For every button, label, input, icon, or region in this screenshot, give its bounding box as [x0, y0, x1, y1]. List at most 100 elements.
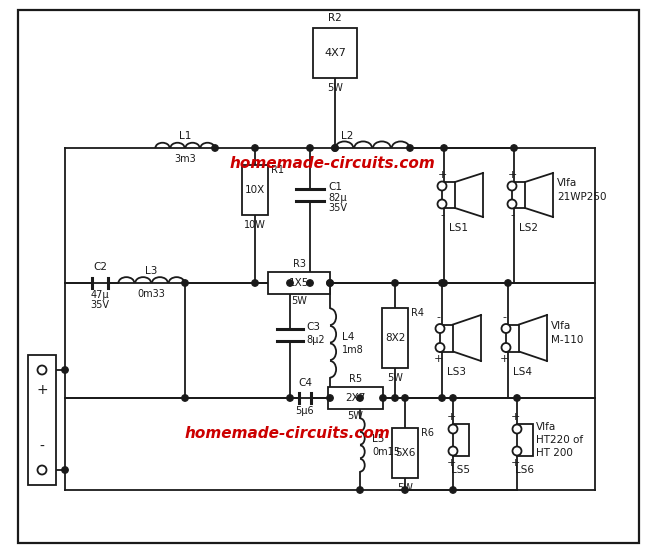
Bar	[506, 325, 519, 352]
Text: -: -	[39, 440, 45, 454]
Text: +: +	[434, 353, 443, 363]
Text: 4Χ7: 4Χ7	[324, 48, 346, 58]
Text: +: +	[510, 412, 520, 422]
Circle shape	[287, 395, 293, 401]
Bar	[440, 325, 453, 352]
Circle shape	[436, 324, 445, 333]
Text: 3m3: 3m3	[174, 154, 196, 164]
Text: L3: L3	[145, 266, 158, 276]
Bar	[28, 355, 56, 485]
Text: L5: L5	[372, 434, 384, 444]
Circle shape	[182, 280, 188, 286]
Text: 1Χ5: 1Χ5	[289, 278, 309, 288]
Circle shape	[392, 395, 398, 401]
Text: 5Χ6: 5Χ6	[395, 448, 415, 458]
Circle shape	[380, 395, 386, 401]
Circle shape	[62, 367, 68, 373]
Text: HT 200: HT 200	[536, 448, 573, 458]
Text: C1: C1	[328, 182, 342, 192]
Circle shape	[438, 181, 447, 190]
Text: 0m33: 0m33	[137, 289, 166, 299]
Bar	[517, 424, 533, 456]
Circle shape	[449, 446, 457, 456]
Text: R3: R3	[292, 259, 306, 269]
Circle shape	[514, 395, 520, 401]
Text: 0m15: 0m15	[372, 447, 400, 457]
Text: R2: R2	[328, 13, 342, 23]
Text: 35V: 35V	[328, 203, 347, 213]
Text: C4: C4	[298, 378, 312, 388]
Circle shape	[252, 145, 258, 151]
Bar	[453, 424, 469, 456]
Text: 10W: 10W	[244, 220, 266, 230]
Text: 21WP250: 21WP250	[557, 192, 606, 202]
Text: -: -	[440, 210, 444, 220]
Circle shape	[501, 324, 510, 333]
Text: -: -	[510, 210, 514, 220]
Text: 8Χ2: 8Χ2	[385, 333, 405, 343]
Text: +: +	[36, 383, 48, 397]
Circle shape	[287, 280, 293, 286]
Text: +: +	[507, 170, 516, 180]
Circle shape	[392, 280, 398, 286]
Text: 47μ: 47μ	[91, 290, 109, 300]
Circle shape	[402, 395, 408, 401]
Text: 2Χ7: 2Χ7	[346, 393, 366, 403]
Text: 5W: 5W	[348, 411, 363, 421]
Circle shape	[37, 366, 47, 374]
Text: R6: R6	[421, 428, 434, 438]
Text: LS3: LS3	[447, 367, 466, 377]
Text: 5W: 5W	[387, 373, 403, 383]
Bar	[313, 28, 357, 78]
Bar	[442, 182, 455, 208]
Text: L1: L1	[179, 131, 191, 141]
Text: LS5: LS5	[451, 465, 470, 475]
Text: R4: R4	[411, 308, 424, 318]
Circle shape	[327, 280, 333, 286]
Text: -: -	[502, 312, 506, 322]
Bar	[392, 428, 418, 478]
Circle shape	[402, 487, 408, 493]
Text: 8μ2: 8μ2	[306, 335, 325, 345]
Text: 5W: 5W	[327, 83, 343, 93]
Text: L2: L2	[341, 131, 353, 141]
Circle shape	[439, 280, 445, 286]
Circle shape	[332, 145, 338, 151]
Circle shape	[357, 487, 363, 493]
Text: C2: C2	[93, 262, 107, 272]
Circle shape	[439, 395, 445, 401]
Text: 35V: 35V	[91, 300, 110, 310]
Text: 10Χ: 10Χ	[245, 185, 265, 195]
Bar	[512, 182, 525, 208]
Text: R5: R5	[349, 374, 362, 384]
Circle shape	[62, 467, 68, 473]
Text: +: +	[438, 170, 447, 180]
Circle shape	[450, 395, 456, 401]
Text: LS2: LS2	[518, 223, 537, 233]
Circle shape	[507, 181, 516, 190]
Text: C3: C3	[306, 322, 320, 332]
Circle shape	[327, 395, 333, 401]
Text: 5μ6: 5μ6	[296, 406, 314, 416]
Text: LS1: LS1	[449, 223, 468, 233]
Circle shape	[327, 280, 333, 286]
Text: homemade-circuits.com: homemade-circuits.com	[230, 155, 436, 170]
Text: +: +	[446, 412, 456, 422]
Bar	[382, 308, 408, 368]
Circle shape	[332, 145, 338, 151]
Circle shape	[252, 280, 258, 286]
Bar	[328, 387, 383, 409]
Circle shape	[407, 145, 413, 151]
Circle shape	[212, 145, 218, 151]
Circle shape	[307, 145, 313, 151]
Text: LS6: LS6	[516, 465, 535, 475]
Text: L4: L4	[342, 332, 354, 342]
Circle shape	[182, 395, 188, 401]
Text: +: +	[510, 458, 520, 468]
Text: VIfa: VIfa	[551, 321, 571, 331]
Text: +: +	[499, 353, 509, 363]
Text: VIfa: VIfa	[557, 178, 578, 188]
Text: 5W: 5W	[291, 296, 307, 306]
Text: VIfa: VIfa	[536, 422, 556, 432]
Circle shape	[512, 446, 522, 456]
